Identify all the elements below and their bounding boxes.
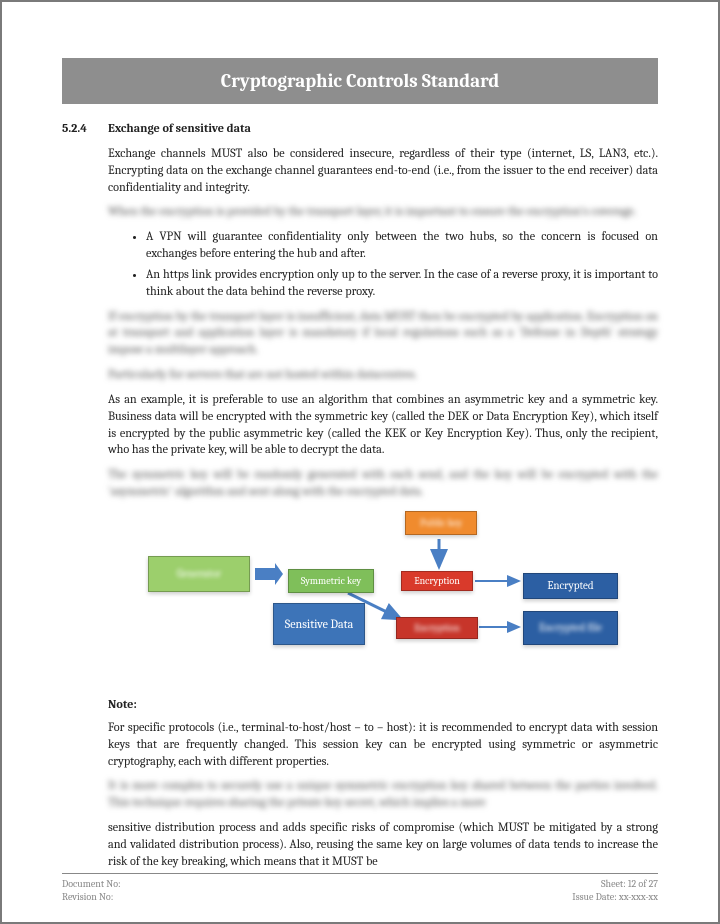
paragraph-blurred: If encryption by the transport layer is … <box>108 309 658 359</box>
sheet-label: Sheet: 12 of 27 <box>572 878 658 891</box>
bullet-list: A VPN will guarantee confidentiality onl… <box>146 229 658 300</box>
diagram-box-encrypted: Encrypted <box>523 573 618 599</box>
page-footer: Document No: Revision No: Sheet: 12 of 2… <box>62 873 658 904</box>
diagram-box-encryption: Encryption <box>401 571 473 591</box>
section-heading: 5.2.4 Exchange of sensitive data <box>62 122 658 136</box>
paragraph-blurred: Particularly for servers that are not ho… <box>108 367 658 384</box>
issue-date-label: Issue Date: xx-xxx-xx <box>572 891 658 904</box>
diagram-box-pubkey: Public key <box>405 511 477 535</box>
list-item: A VPN will guarantee confidentiality onl… <box>146 229 658 263</box>
diagram-box-sensitive: Sensitive Data <box>273 603 365 645</box>
paragraph: As an example, it is preferable to use a… <box>108 392 658 459</box>
diagram-box-encryption2: Encryption <box>396 617 478 639</box>
doc-no-label: Document No: <box>62 878 121 891</box>
paragraph-blurred: It is more complex to securely use a uni… <box>108 778 658 812</box>
list-item: An https link provides encryption only u… <box>146 267 658 301</box>
paragraph: sensitive distribution process and adds … <box>108 820 658 870</box>
section-title: Exchange of sensitive data <box>108 122 251 136</box>
page-title: Cryptographic Controls Standard <box>221 70 500 92</box>
encryption-diagram: Generator Symmetric key Public key Encrypti… <box>143 511 623 686</box>
diagram-box-generator: Generator <box>148 556 250 592</box>
revision-no-label: Revision No: <box>62 891 121 904</box>
note-label: Note: <box>108 698 658 712</box>
footer-right: Sheet: 12 of 27 Issue Date: xx-xxx-xx <box>572 878 658 904</box>
footer-left: Document No: Revision No: <box>62 878 121 904</box>
paragraph-blurred: When the encryption is provided by the t… <box>108 204 658 221</box>
section-body: Exchange channels MUST also be considere… <box>108 146 658 871</box>
diagram-box-symkey: Symmetric key <box>288 569 374 593</box>
paragraph-blurred: The symmetric key will be randomly gener… <box>108 467 658 501</box>
page-title-bar: Cryptographic Controls Standard <box>62 58 658 104</box>
section-number: 5.2.4 <box>62 122 98 136</box>
diagram-box-encfile: Encrypted file <box>523 611 618 645</box>
paragraph: For specific protocols (i.e., terminal-t… <box>108 720 658 770</box>
paragraph: Exchange channels MUST also be considere… <box>108 146 658 196</box>
